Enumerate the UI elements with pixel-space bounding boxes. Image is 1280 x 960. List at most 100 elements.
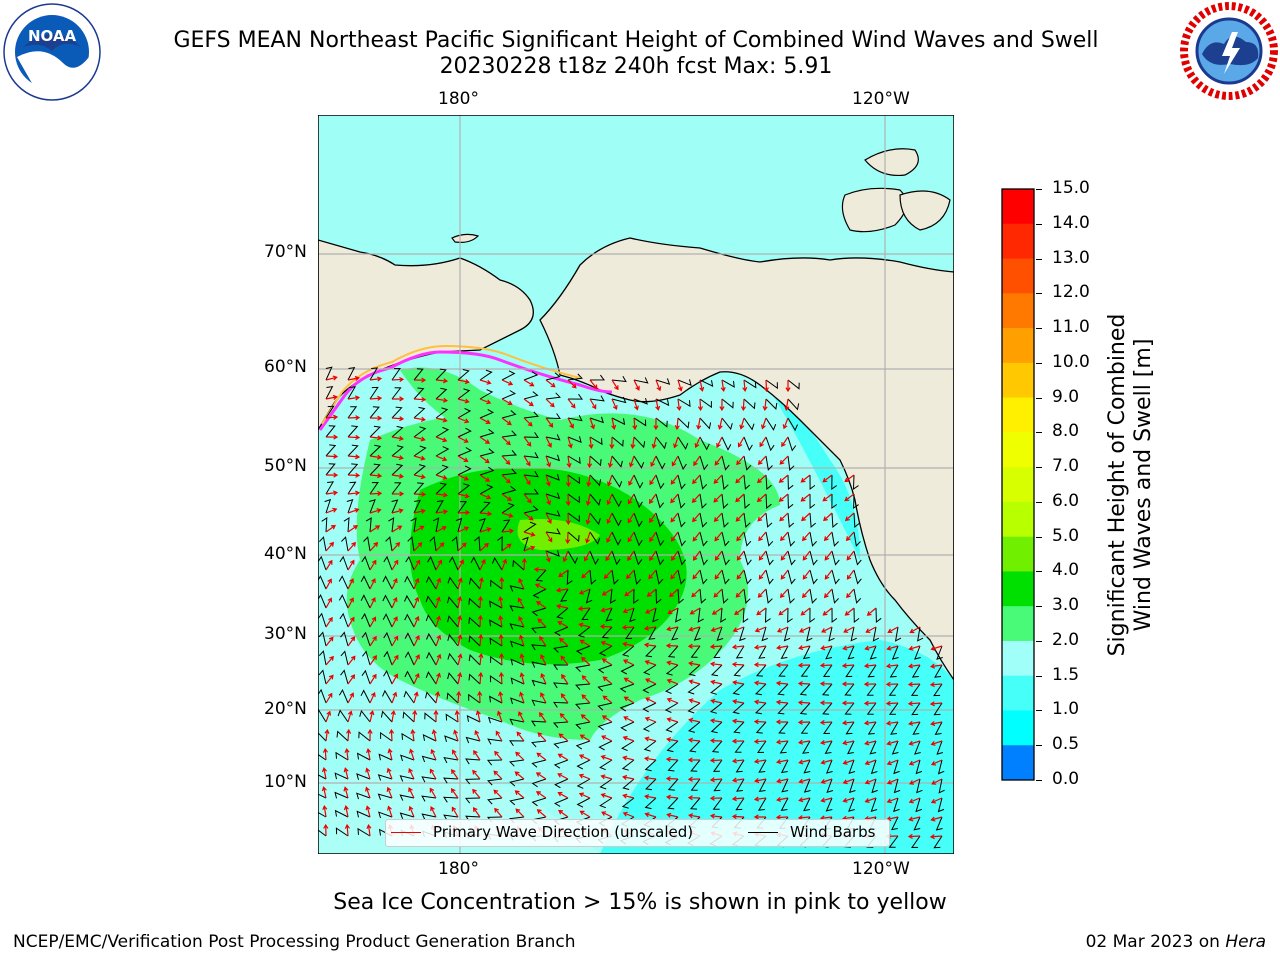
- wave-direction-arrow: [666, 717, 679, 723]
- wave-direction-arrow: [819, 700, 833, 706]
- wave-direction-arrow: [740, 398, 747, 412]
- wind-barb: [690, 778, 701, 791]
- wind-barb: [545, 372, 561, 381]
- wind-barb: [413, 482, 425, 495]
- wind-barb: [721, 512, 729, 528]
- wave-direction-arrow: [822, 493, 833, 502]
- colorbar-tick-label: 4.0: [1052, 560, 1080, 581]
- wave-direction-arrow: [435, 615, 441, 628]
- wave-direction-arrow: [454, 709, 460, 723]
- wind-barb: [655, 531, 665, 547]
- wave-direction-arrow: [692, 569, 701, 580]
- wave-direction-arrow: [545, 474, 551, 487]
- wind-barb: [711, 740, 723, 753]
- wave-direction-arrow: [347, 415, 361, 421]
- legend-black-line: [748, 831, 778, 833]
- wind-barb: [399, 812, 415, 819]
- wind-barb: [531, 720, 547, 727]
- wind-barb: [553, 701, 569, 708]
- wave-direction-arrow: [630, 436, 636, 450]
- wind-barb: [413, 445, 427, 457]
- wave-direction-arrow: [650, 455, 657, 468]
- wave-direction-arrow: [632, 417, 638, 431]
- wind-barb: [765, 474, 772, 491]
- wind-barb: [347, 386, 357, 400]
- wind-barb: [809, 493, 816, 509]
- wind-barb: [733, 664, 745, 677]
- wave-direction-arrow: [435, 653, 442, 666]
- wave-direction-arrow: [802, 569, 811, 580]
- wave-direction-arrow: [670, 569, 679, 580]
- wind-barb: [531, 626, 547, 634]
- wave-direction-arrow: [435, 436, 448, 443]
- wind-barb: [359, 709, 371, 723]
- wind-barb: [693, 626, 701, 641]
- wave-direction-arrow: [713, 474, 723, 484]
- wave-direction-arrow: [864, 797, 877, 803]
- wind-barb: [340, 631, 349, 647]
- wave-direction-arrow: [819, 662, 833, 669]
- wave-direction-arrow: [391, 542, 401, 552]
- colorbar-tick-mark: [1036, 223, 1042, 225]
- wave-direction-arrow: [784, 398, 790, 412]
- wind-barb: [757, 740, 767, 754]
- wind-barb: [643, 740, 657, 752]
- wave-direction-arrow: [539, 712, 547, 723]
- wind-barb: [407, 536, 415, 552]
- wind-barb: [447, 576, 459, 590]
- wind-barb: [490, 579, 503, 590]
- wind-barb: [852, 474, 859, 490]
- wind-barb: [933, 683, 943, 697]
- wind-barb: [531, 797, 547, 807]
- wave-direction-arrow: [499, 576, 505, 590]
- wind-barb: [677, 474, 686, 490]
- wind-barb: [891, 740, 899, 755]
- wind-barb: [560, 588, 569, 602]
- wind-barb: [611, 455, 623, 468]
- wind-barb: [553, 682, 569, 689]
- wind-barb: [554, 778, 569, 789]
- wind-barb: [780, 759, 789, 774]
- wave-direction-arrow: [716, 436, 723, 448]
- wind-barb: [803, 797, 811, 812]
- wind-barb: [318, 612, 327, 628]
- wind-barb: [633, 569, 642, 585]
- wind-barb: [891, 816, 899, 831]
- wave-direction-arrow: [413, 577, 420, 590]
- wave-direction-arrow: [844, 512, 855, 522]
- wind-barb: [809, 531, 817, 547]
- wave-direction-arrow: [841, 663, 855, 669]
- wind-barb: [576, 778, 591, 789]
- wind-barb: [710, 683, 723, 695]
- footer-branch: NCEP/EMC/Verification Post Processing Pr…: [13, 932, 576, 952]
- wind-barb: [447, 615, 459, 628]
- wind-barb: [490, 655, 503, 666]
- wind-barb: [911, 702, 921, 716]
- wind-barb: [781, 778, 789, 793]
- colorbar-tick-mark: [1036, 606, 1042, 608]
- wind-barb: [633, 512, 643, 528]
- wind-barb: [479, 484, 494, 495]
- wave-direction-arrow: [626, 569, 635, 580]
- wave-direction-arrow: [501, 455, 511, 465]
- wind-barb: [567, 373, 583, 381]
- wave-direction-arrow: [523, 379, 535, 387]
- wave-direction-arrow: [606, 512, 613, 525]
- colorbar-tick-label: 0.5: [1052, 734, 1080, 755]
- wave-direction-arrow: [649, 531, 657, 543]
- wave-direction-arrow: [347, 578, 354, 590]
- wave-direction-arrow: [797, 662, 811, 668]
- wind-barb: [936, 740, 944, 755]
- wind-barb: [677, 588, 684, 605]
- wave-direction-arrow: [710, 698, 723, 704]
- wave-direction-arrow: [577, 606, 591, 612]
- wind-barb: [361, 555, 371, 571]
- wave-direction-arrow: [753, 662, 767, 668]
- wind-barb: [318, 555, 327, 571]
- wave-direction-arrow: [643, 775, 657, 781]
- wave-direction-arrow: [800, 607, 811, 616]
- wave-direction-arrow: [692, 474, 701, 485]
- wind-barb: [535, 569, 547, 582]
- wind-barb: [735, 759, 745, 773]
- wind-barb: [777, 702, 789, 715]
